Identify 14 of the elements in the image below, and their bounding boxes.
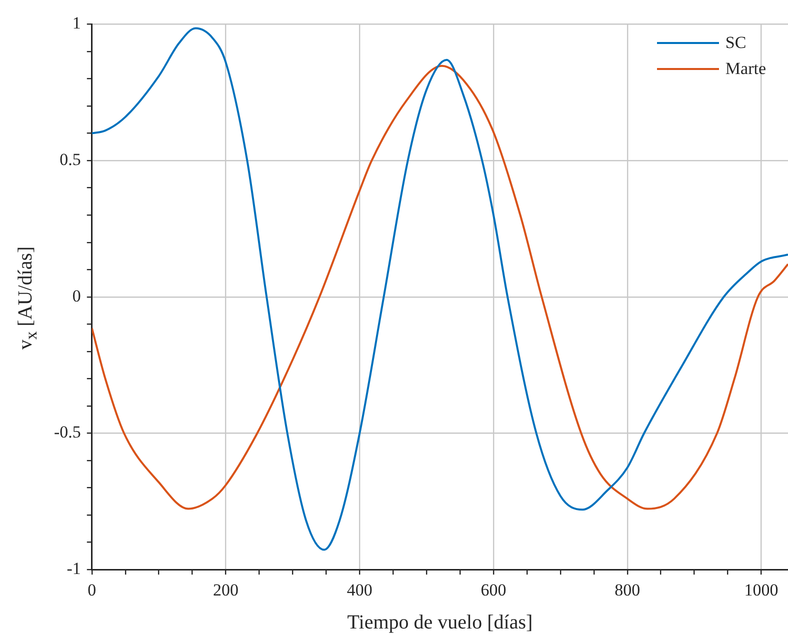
legend-label: SC [725,32,746,54]
x-tick-label: 1000 [744,580,778,600]
x-tick-label: 400 [346,580,372,600]
x-axis-title: Tiempo de vuelo [días] [347,611,533,634]
y-tick-label: -0.5 [54,422,81,442]
x-tick-label: 800 [614,580,640,600]
y-tick-label: 0.5 [60,150,81,170]
x-tick-label: 600 [480,580,506,600]
legend-label: Marte [725,58,766,80]
x-tick-label: 200 [213,580,239,600]
y-tick-label: 1 [72,14,81,33]
x-tick-label: 0 [88,580,96,600]
y-tick-label: -1 [66,559,81,578]
y-tick-label: 0 [72,286,81,306]
